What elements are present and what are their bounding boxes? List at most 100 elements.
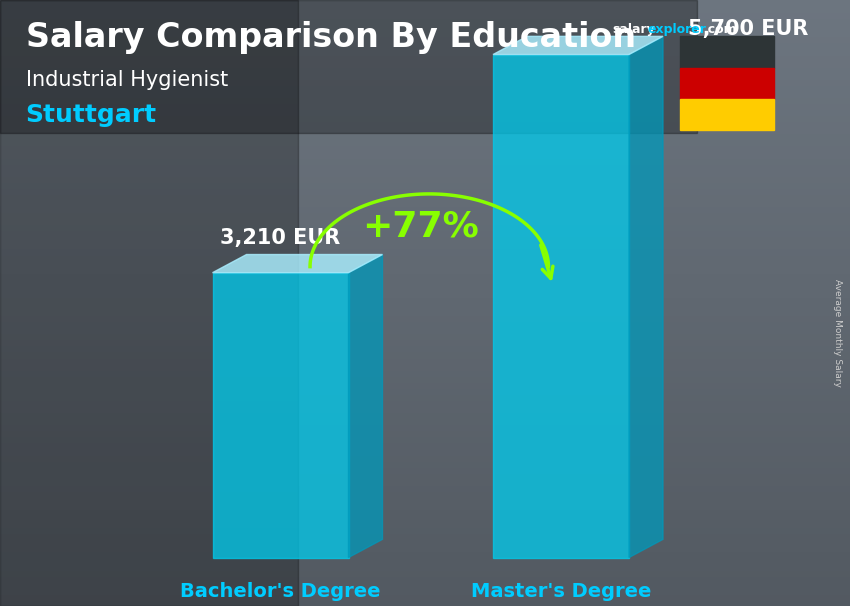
Text: Master's Degree: Master's Degree: [471, 582, 651, 601]
Text: Salary Comparison By Education: Salary Comparison By Education: [26, 21, 636, 54]
Bar: [0, 248, 850, 255]
Bar: [0, 121, 850, 127]
Bar: [0, 582, 850, 588]
Text: explorer: explorer: [648, 23, 706, 36]
Text: 3,210 EUR: 3,210 EUR: [220, 228, 341, 248]
Bar: [0, 358, 850, 364]
Bar: [0, 18, 850, 24]
Bar: [0, 339, 850, 345]
Bar: [0, 55, 850, 61]
Bar: [0, 303, 850, 309]
Polygon shape: [629, 36, 663, 558]
Bar: [0, 351, 850, 358]
Bar: [0, 333, 850, 339]
Bar: [0, 152, 850, 158]
Bar: [0, 206, 850, 212]
Polygon shape: [0, 0, 697, 133]
Text: Average Monthly Salary: Average Monthly Salary: [833, 279, 842, 387]
Bar: [0, 85, 850, 91]
Bar: [0, 170, 850, 176]
Bar: [680, 68, 774, 99]
Bar: [0, 558, 850, 564]
Bar: [0, 485, 850, 491]
Bar: [0, 376, 850, 382]
Bar: [0, 388, 850, 394]
Bar: [0, 61, 850, 67]
Bar: [0, 24, 850, 30]
Bar: [0, 412, 850, 418]
Bar: [0, 545, 850, 551]
Bar: [680, 99, 774, 130]
Bar: [0, 212, 850, 218]
Bar: [0, 382, 850, 388]
Bar: [0, 467, 850, 473]
Bar: [0, 570, 850, 576]
Bar: [0, 273, 850, 279]
Bar: [0, 115, 850, 121]
Bar: [0, 345, 850, 351]
Bar: [0, 327, 850, 333]
Bar: [0, 321, 850, 327]
Bar: [0, 479, 850, 485]
Bar: [0, 448, 850, 454]
Bar: [0, 279, 850, 285]
Bar: [0, 454, 850, 461]
Bar: [0, 436, 850, 442]
Bar: [0, 188, 850, 194]
Bar: [0, 564, 850, 570]
Polygon shape: [348, 255, 382, 558]
Bar: [0, 497, 850, 503]
Bar: [0, 418, 850, 424]
Bar: [0, 176, 850, 182]
Bar: [0, 539, 850, 545]
Bar: [0, 127, 850, 133]
Bar: [0, 67, 850, 73]
Text: Industrial Hygienist: Industrial Hygienist: [26, 70, 228, 90]
Bar: [0, 164, 850, 170]
Polygon shape: [212, 273, 348, 558]
Bar: [0, 139, 850, 145]
Bar: [0, 364, 850, 370]
Bar: [0, 30, 850, 36]
Bar: [0, 182, 850, 188]
Text: Stuttgart: Stuttgart: [26, 103, 156, 127]
Polygon shape: [0, 0, 298, 606]
Polygon shape: [212, 255, 382, 273]
Bar: [0, 551, 850, 558]
Bar: [0, 291, 850, 297]
Bar: [0, 588, 850, 594]
Bar: [0, 394, 850, 400]
Bar: [0, 370, 850, 376]
Bar: [0, 430, 850, 436]
Bar: [0, 145, 850, 152]
Bar: [0, 406, 850, 412]
Bar: [0, 255, 850, 261]
Bar: [0, 48, 850, 55]
Bar: [0, 521, 850, 527]
Text: 5,700 EUR: 5,700 EUR: [688, 19, 808, 39]
Text: .com: .com: [704, 23, 738, 36]
Bar: [680, 36, 774, 68]
Bar: [0, 230, 850, 236]
Bar: [0, 224, 850, 230]
Bar: [0, 533, 850, 539]
Bar: [0, 103, 850, 109]
Bar: [0, 600, 850, 606]
Bar: [0, 503, 850, 509]
Bar: [0, 242, 850, 248]
Text: +77%: +77%: [362, 210, 479, 244]
Bar: [0, 509, 850, 515]
Bar: [0, 158, 850, 164]
Bar: [0, 0, 850, 6]
Polygon shape: [493, 36, 663, 55]
Bar: [0, 297, 850, 303]
Bar: [0, 200, 850, 206]
Bar: [0, 491, 850, 497]
Bar: [0, 236, 850, 242]
Bar: [0, 315, 850, 321]
Bar: [0, 576, 850, 582]
Bar: [0, 594, 850, 600]
Bar: [0, 527, 850, 533]
Bar: [0, 218, 850, 224]
Bar: [0, 261, 850, 267]
